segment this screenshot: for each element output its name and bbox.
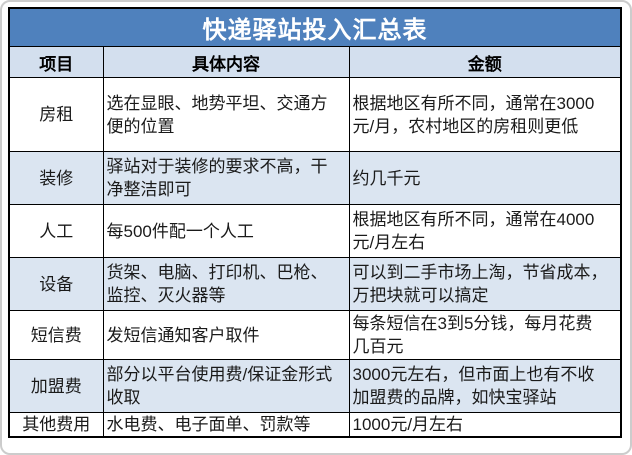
detail-cell: 水电费、电子面单、罚款等 bbox=[102, 412, 350, 438]
amount-cell: 根据地区有所不同，通常在3000 元/月，农村地区的房租则更低 bbox=[348, 77, 622, 152]
detail-cell: 货架、电脑、打印机、巴枪、 监控、灭火器等 bbox=[102, 257, 350, 311]
amount-cell: 每条短信在3到5分钱，每月花费 几百元 bbox=[348, 310, 622, 360]
item-cell: 设备 bbox=[8, 257, 104, 311]
item-cell: 短信费 bbox=[8, 310, 104, 360]
table-row: 其他费用 水电费、电子面单、罚款等 1000元/月左右 bbox=[8, 412, 622, 438]
table-row: 加盟费 部分以平台使用费/保证金形式 收取 3000元左右，但市面上也有不收 加… bbox=[8, 359, 622, 413]
amount-cell: 1000元/月左右 bbox=[348, 412, 622, 438]
table-row: 设备 货架、电脑、打印机、巴枪、 监控、灭火器等 可以到二手市场上淘，节省成本，… bbox=[8, 257, 622, 311]
column-header-item: 项目 bbox=[8, 46, 104, 78]
amount-cell: 根据地区有所不同，通常在4000 元/月左右 bbox=[348, 204, 622, 258]
table-row: 人工 每500件配一个人工 根据地区有所不同，通常在4000 元/月左右 bbox=[8, 204, 622, 258]
detail-cell: 每500件配一个人工 bbox=[102, 204, 350, 258]
item-cell: 其他费用 bbox=[8, 412, 104, 438]
detail-cell: 部分以平台使用费/保证金形式 收取 bbox=[102, 359, 350, 413]
detail-cell: 发短信通知客户取件 bbox=[102, 310, 350, 360]
detail-cell: 驿站对于装修的要求不高，干 净整洁即可 bbox=[102, 151, 350, 205]
column-header-detail: 具体内容 bbox=[102, 46, 350, 78]
table-row: 房租 选在显眼、地势平坦、交通方 便的位置 根据地区有所不同，通常在3000 元… bbox=[8, 77, 622, 152]
table-title: 快递驿站投入汇总表 bbox=[8, 7, 622, 47]
detail-cell: 选在显眼、地势平坦、交通方 便的位置 bbox=[102, 77, 350, 152]
header-row: 项目 具体内容 金额 bbox=[8, 46, 622, 78]
amount-cell: 约几千元 bbox=[348, 151, 622, 205]
item-cell: 房租 bbox=[8, 77, 104, 152]
item-cell: 人工 bbox=[8, 204, 104, 258]
item-cell: 加盟费 bbox=[8, 359, 104, 413]
column-header-amount: 金额 bbox=[348, 46, 622, 78]
investment-summary-table: 快递驿站投入汇总表 项目 具体内容 金额 房租 选在显眼、地势平坦、交通方 便的… bbox=[8, 7, 623, 438]
table-row: 短信费 发短信通知客户取件 每条短信在3到5分钱，每月花费 几百元 bbox=[8, 310, 622, 360]
amount-cell: 3000元左右，但市面上也有不收 加盟费的品牌，如快宝驿站 bbox=[348, 359, 622, 413]
title-row: 快递驿站投入汇总表 bbox=[8, 7, 622, 47]
amount-cell: 可以到二手市场上淘，节省成本， 万把块就可以搞定 bbox=[348, 257, 622, 311]
item-cell: 装修 bbox=[8, 151, 104, 205]
table-row: 装修 驿站对于装修的要求不高，干 净整洁即可 约几千元 bbox=[8, 151, 622, 205]
